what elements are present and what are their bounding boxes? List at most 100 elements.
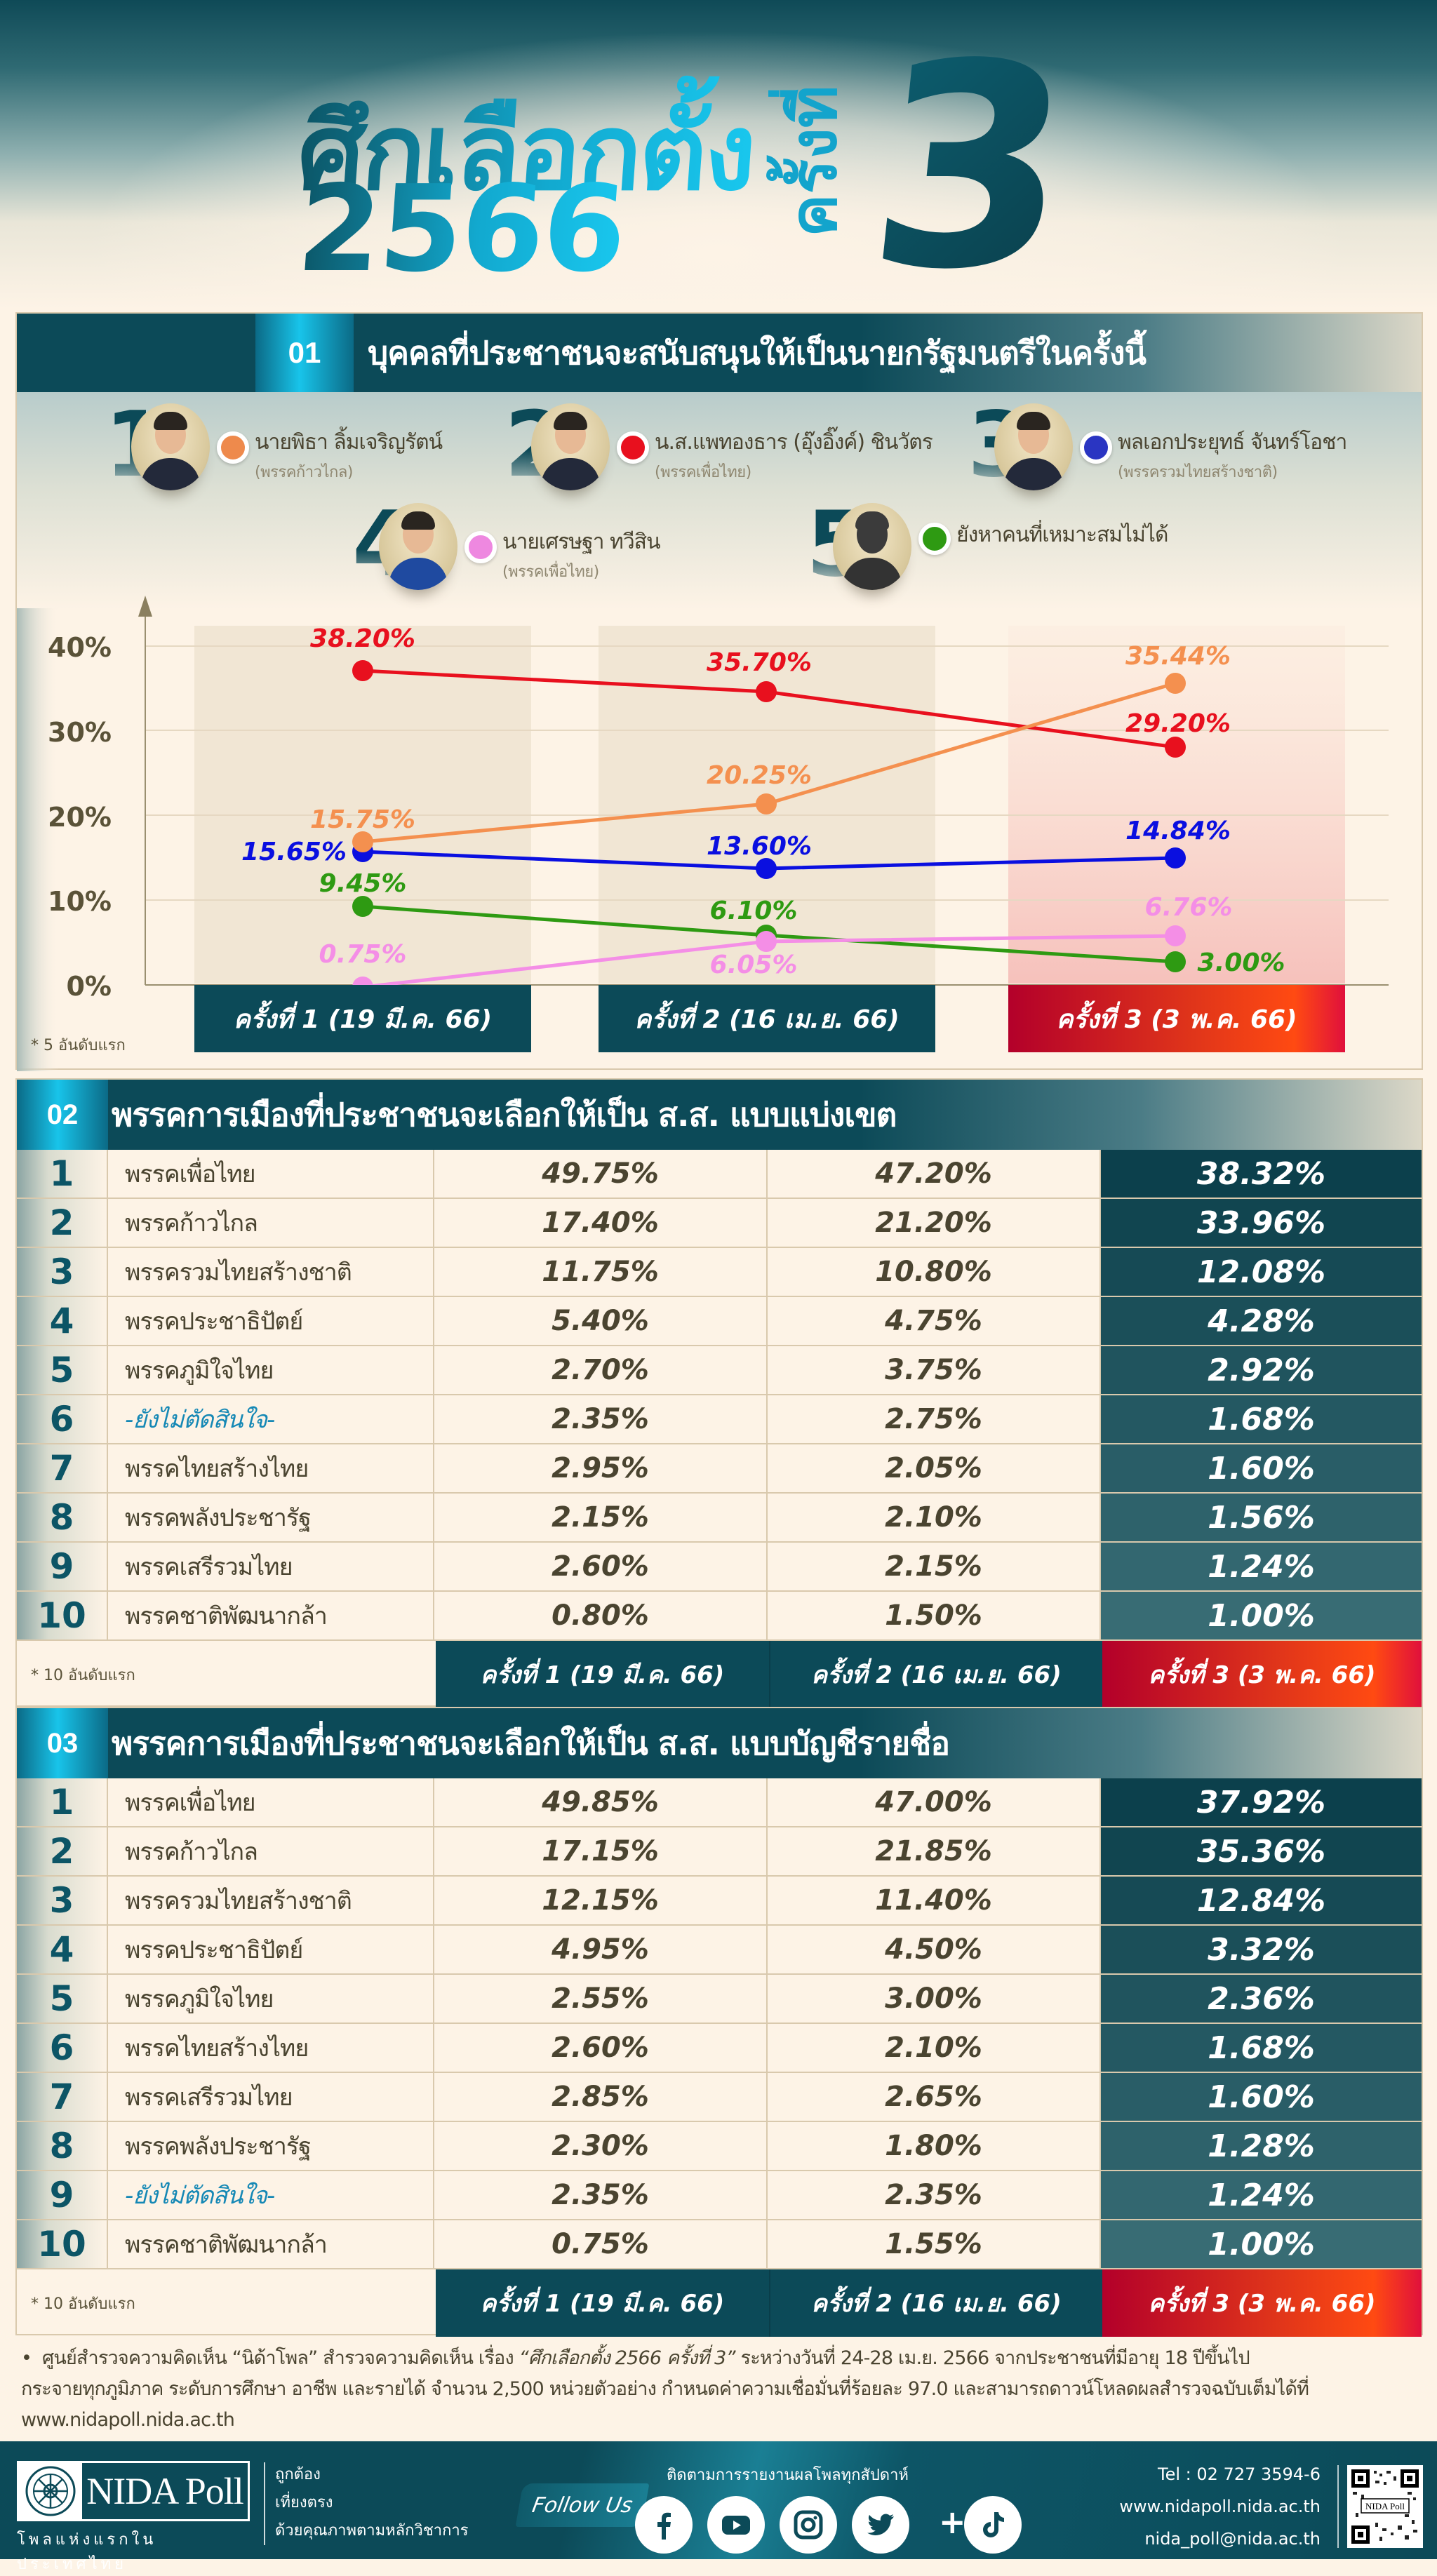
svg-text:20%: 20% (48, 802, 112, 833)
section-title: พรรคการเมืองที่ประชาชนจะเลือกให้เป็น ส.ส… (112, 1724, 950, 1762)
round2-value: 3.00% (768, 1975, 1101, 2022)
column-header-round-3: ครั้งที่ 3 (3 พ.ค. 66) (1102, 1641, 1422, 1708)
svg-text:6.10%: 6.10% (710, 897, 798, 925)
candidate-card: 4 นายเศรษฐา ทวีสิน (พรรคเพื่อไทย) (352, 500, 717, 590)
qr-code-icon[interactable]: NIDA Poll (1347, 2465, 1423, 2548)
candidate-name: นายเศรษฐา ทวีสิน (502, 530, 660, 554)
round3-value: 1.68% (1101, 1395, 1422, 1443)
website-link[interactable]: www.nidapoll.nida.ac.th (1119, 2497, 1321, 2516)
round1-value: 2.30% (434, 2122, 768, 2170)
table-row: 3 พรรครวมไทยสร้างชาติ 12.15% 11.40% 12.8… (17, 1877, 1422, 1926)
rank-cell: 9 (17, 1543, 108, 1590)
section-number: 03 (17, 1708, 108, 1778)
x-category-round-2: ครั้งที่ 2 (16 เม.ย. 66) (599, 985, 935, 1052)
section-header: 02 พรรคการเมืองที่ประชาชนจะเลือกให้เป็น … (17, 1080, 1422, 1150)
party-cell: พรรคพลังประชารัฐ (108, 2122, 434, 2170)
table-row: 1 พรรคเพื่อไทย 49.75% 47.20% 38.32% (17, 1150, 1422, 1199)
round3-value: 2.92% (1101, 1346, 1422, 1394)
facebook-icon[interactable] (635, 2496, 693, 2554)
column-header-round-2: ครั้งที่ 2 (16 เม.ย. 66) (769, 1641, 1102, 1708)
svg-text:0%: 0% (66, 971, 112, 1002)
round1-value: 2.35% (434, 2171, 768, 2219)
email-link[interactable]: nida_poll@nida.ac.th (1144, 2529, 1321, 2549)
round2-value: 2.65% (768, 2073, 1101, 2121)
party-cell: พรรคประชาธิปัตย์ (108, 1926, 434, 1973)
table-row: 7 พรรคเสรีรวมไทย 2.85% 2.65% 1.60% (17, 2073, 1422, 2122)
round3-value: 1.60% (1101, 2073, 1422, 2121)
round3-value: 37.92% (1101, 1778, 1422, 1826)
svg-text:13.60%: 13.60% (707, 832, 812, 861)
round2-value: 47.00% (768, 1778, 1101, 1826)
round3-value: 38.32% (1101, 1150, 1422, 1198)
instagram-icon[interactable] (780, 2496, 837, 2554)
candidate-photo (994, 403, 1073, 490)
round1-value: 2.15% (434, 1494, 768, 1541)
round1-value: 17.15% (434, 1827, 768, 1875)
hero-title-year: 2566 (293, 160, 630, 299)
candidate-name: พลเอกประยุทธ์ จันทร์โอชา (1118, 430, 1347, 455)
legend-dot-blue-icon (1080, 431, 1112, 464)
candidate-photo (531, 403, 610, 490)
legend-dot-orange-icon (217, 431, 249, 464)
round1-value: 2.60% (434, 2024, 768, 2072)
round3-value: 1.00% (1101, 2220, 1422, 2268)
section-number: 02 (17, 1080, 108, 1150)
round2-value: 4.75% (768, 1297, 1101, 1345)
svg-text:6.76%: 6.76% (1145, 893, 1233, 922)
svg-text:15.75%: 15.75% (310, 805, 415, 834)
section-title: บุคคลที่ประชาชนจะสนับสนุนให้เป็นนายกรัฐม… (368, 333, 1147, 372)
table-row: 4 พรรคประชาธิปัตย์ 4.95% 4.50% 3.32% (17, 1926, 1422, 1975)
table-row: 9 -ยังไม่ตัดสินใจ- 2.35% 2.35% 1.24% (17, 2171, 1422, 2220)
round1-value: 2.70% (434, 1346, 768, 1394)
round2-value: 2.35% (768, 2171, 1101, 2219)
round2-value: 3.75% (768, 1346, 1101, 1394)
rank-cell: 3 (17, 1877, 108, 1924)
candidate-legend (17, 392, 1422, 610)
rank-cell: 1 (17, 1150, 108, 1198)
round3-value: 4.28% (1101, 1297, 1422, 1345)
section-title: พรรคการเมืองที่ประชาชนจะเลือกให้เป็น ส.ส… (112, 1095, 897, 1134)
hero-banner: ศึกเลือกตั้ง 2566 ครั้งที่ 3 (0, 0, 1437, 331)
hero-title-round-word: ครั้งที่ (776, 85, 851, 238)
legend-dot-pink-icon (464, 531, 497, 563)
results-table: 1 พรรคเพื่อไทย 49.85% 47.00% 37.92% 2 พร… (17, 1778, 1422, 2337)
tiktok-icon[interactable] (964, 2496, 1022, 2554)
round1-value: 12.15% (434, 1877, 768, 1924)
svg-text:35.44%: 35.44% (1125, 642, 1231, 671)
candidate-card: 1 นายพิธา ลิ้มเจริญรัตน์ (พรรคก้าวไกล) (105, 401, 497, 490)
candidate-card: 2 น.ส.แพทองธาร (อุ๊งอิ๊งค์) ชินวัตร (พรร… (504, 401, 961, 490)
svg-text:15.65%: 15.65% (241, 838, 347, 866)
rank-cell: 6 (17, 1395, 108, 1443)
svg-text:0.75%: 0.75% (319, 940, 407, 969)
round2-value: 4.50% (768, 1926, 1101, 1973)
rank-cell: 2 (17, 1199, 108, 1247)
svg-text:20.25%: 20.25% (707, 761, 812, 790)
round1-value: 2.55% (434, 1975, 768, 2022)
party-cell: พรรคเสรีรวมไทย (108, 2073, 434, 2121)
twitter-icon[interactable] (852, 2496, 909, 2554)
round2-value: 10.80% (768, 1248, 1101, 1296)
survey-link[interactable]: www.nidapoll.nida.ac.th (21, 2409, 235, 2431)
section-constituency-mp: 02 พรรคการเมืองที่ประชาชนจะเลือกให้เป็น … (15, 1078, 1423, 1708)
logo-tagline: โพลแห่งแรกในประเทศไทย (17, 2531, 157, 2573)
round3-value: 1.00% (1101, 1592, 1422, 1639)
youtube-icon[interactable] (707, 2496, 765, 2554)
column-header-round-3: ครั้งที่ 3 (3 พ.ค. 66) (1102, 2269, 1422, 2337)
line-chart: 40% 30% 20% 10% 0% (17, 596, 1389, 1071)
party-cell: พรรคพลังประชารัฐ (108, 1494, 434, 1541)
round3-value: 1.28% (1101, 2122, 1422, 2170)
party-cell: พรรคประชาธิปัตย์ (108, 1297, 434, 1345)
table-row: 2 พรรคก้าวไกล 17.40% 21.20% 33.96% (17, 1199, 1422, 1248)
rank-cell: 1 (17, 1778, 108, 1826)
svg-text:14.84%: 14.84% (1125, 817, 1231, 845)
round3-value: 35.36% (1101, 1827, 1422, 1875)
rank-cell: 4 (17, 1926, 108, 1973)
party-cell: พรรคไทยสร้างไทย (108, 1444, 434, 1492)
party-cell: -ยังไม่ตัดสินใจ- (108, 2171, 434, 2219)
party-cell: พรรคเพื่อไทย (108, 1778, 434, 1826)
svg-text:NIDA Poll: NIDA Poll (1365, 2501, 1405, 2511)
party-cell: พรรคก้าวไกล (108, 1827, 434, 1875)
candidate-party: (พรรคก้าวไกล) (255, 464, 353, 481)
round1-value: 17.40% (434, 1199, 768, 1247)
party-cell: พรรคเสรีรวมไทย (108, 1543, 434, 1590)
